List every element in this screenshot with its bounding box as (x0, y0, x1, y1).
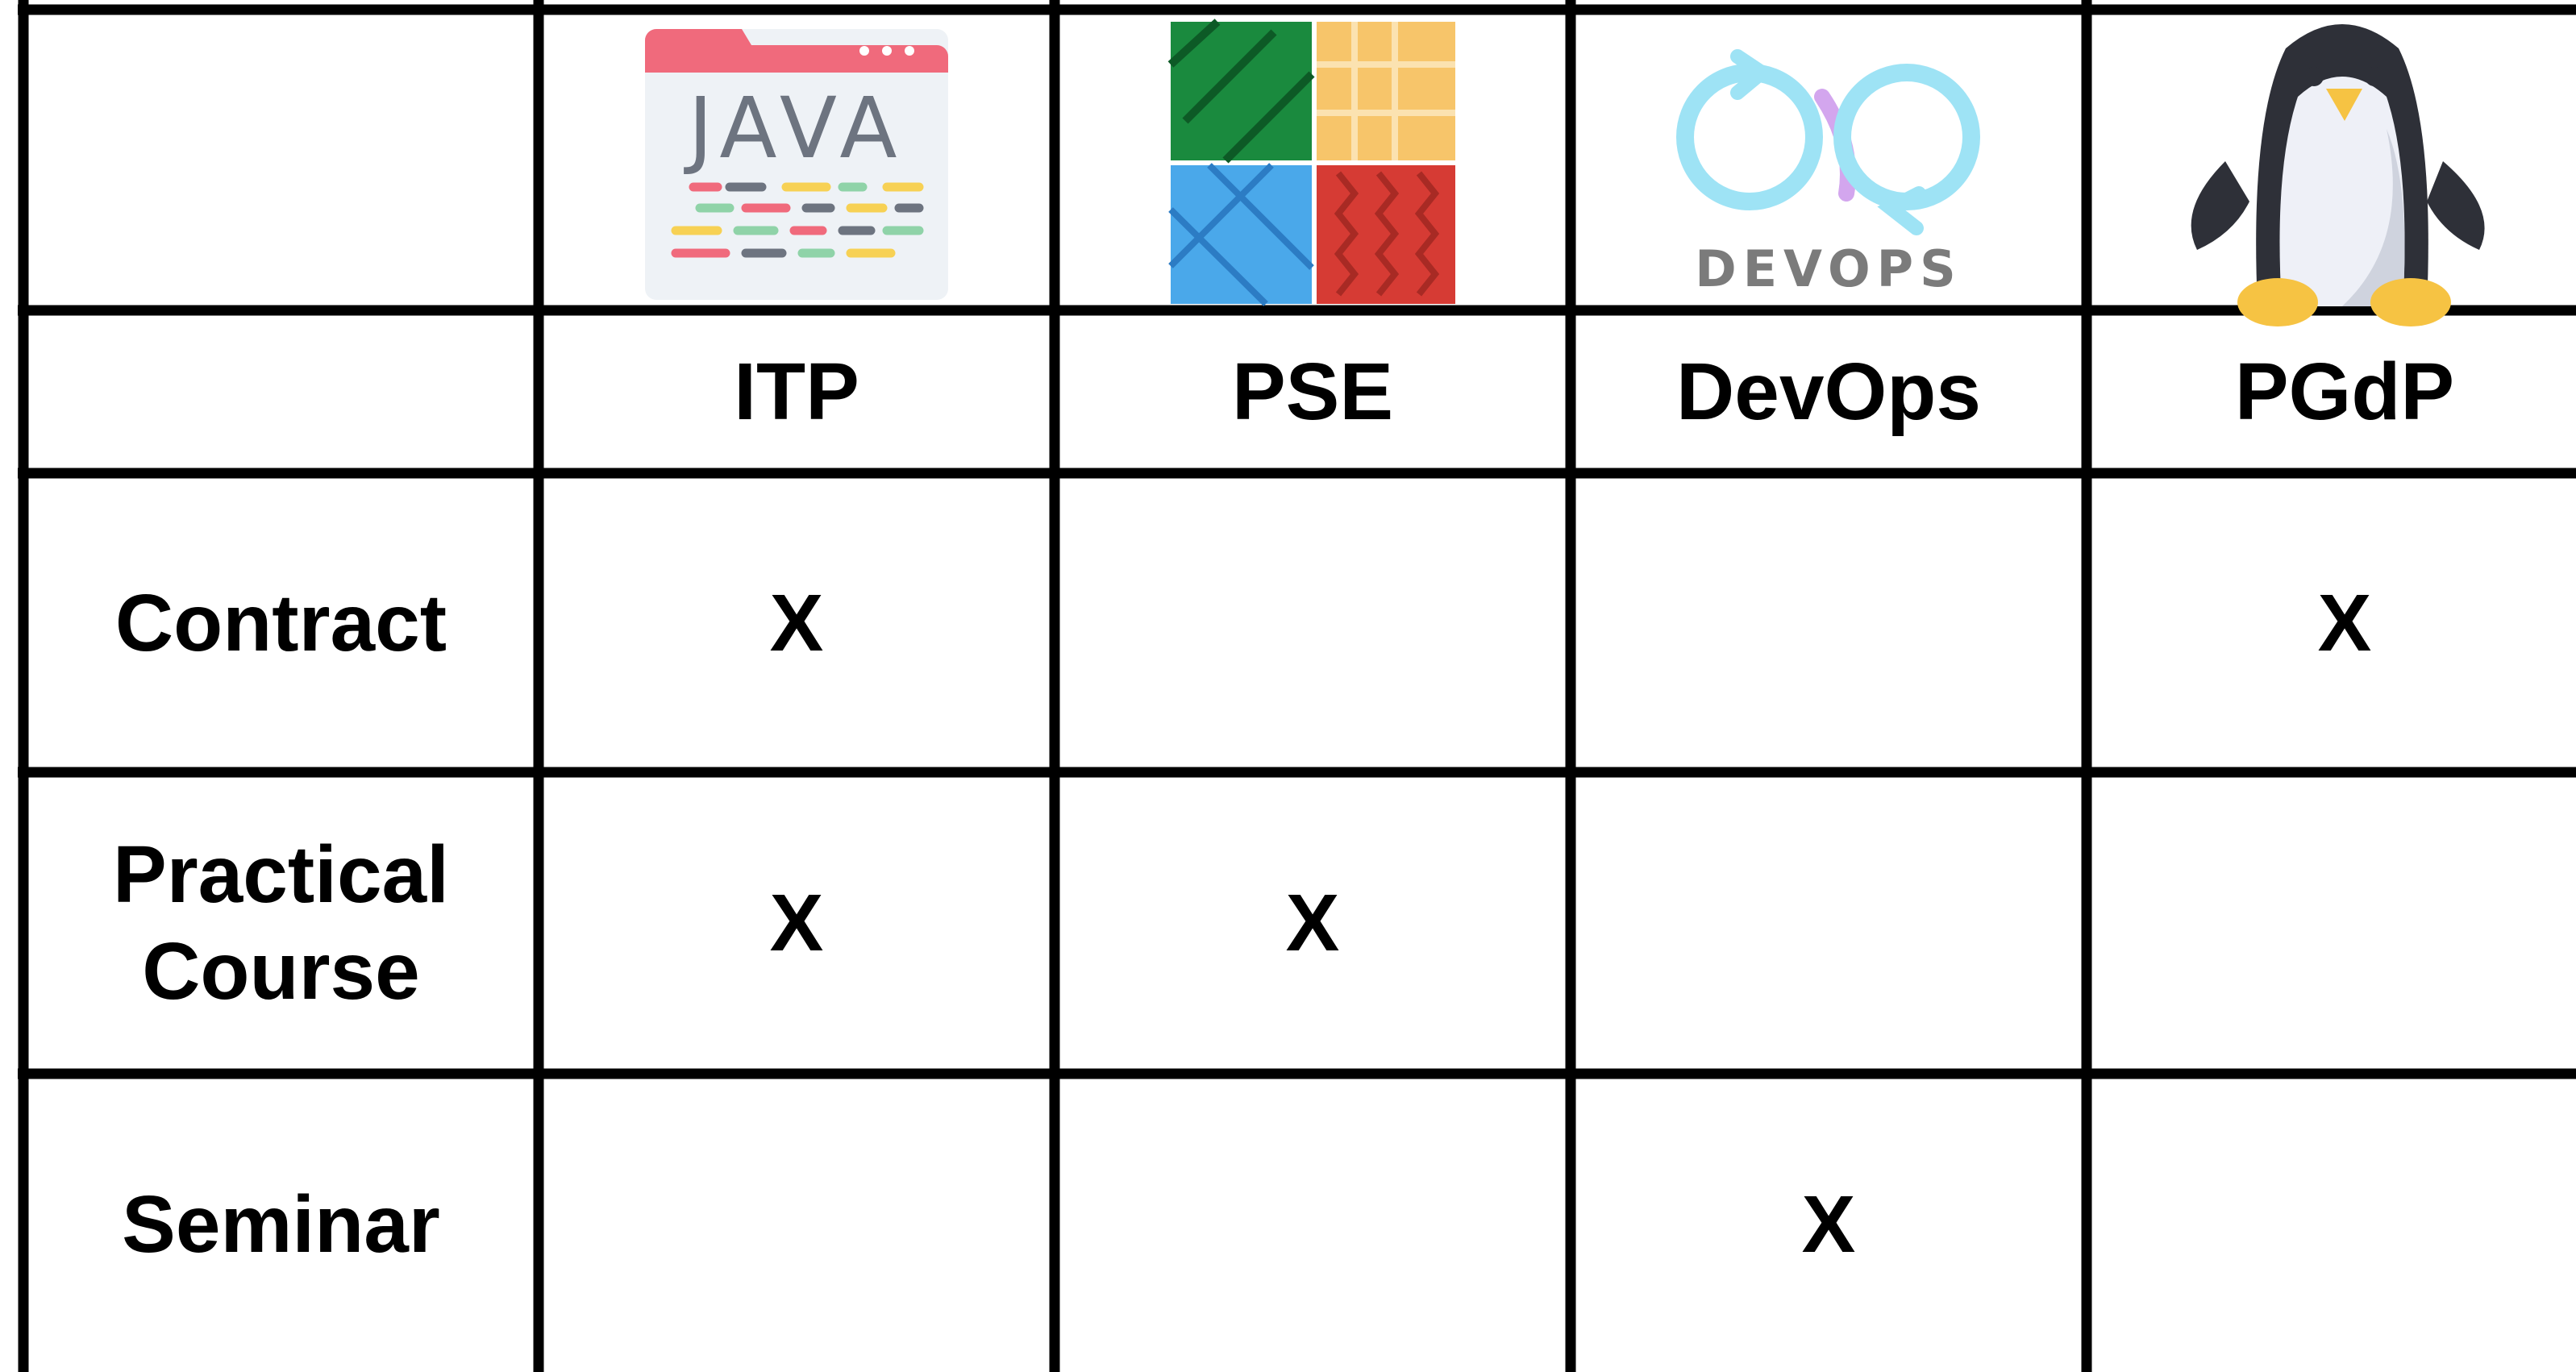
devops-icon: DEVOPS (1676, 49, 1980, 298)
column-header: PGdP (2234, 347, 2455, 437)
mark-cell: X (539, 772, 1055, 1074)
mark: X (2317, 577, 2372, 668)
column-header-cell: DevOps (1571, 310, 2087, 473)
row-label: Contract (114, 577, 447, 668)
row-label: Practical Course (113, 829, 449, 1017)
mark: X (1801, 1179, 1856, 1270)
mark: X (769, 577, 824, 668)
row-label-cell: Seminar (23, 1074, 539, 1372)
mark: X (769, 878, 824, 968)
mark-cell: X (539, 473, 1055, 772)
column-header-cell: PSE (1055, 310, 1571, 473)
svg-text:DEVOPS: DEVOPS (1695, 239, 1962, 298)
mark-cell: X (1055, 772, 1571, 1074)
penguin-icon (2191, 24, 2485, 326)
row-label-cell: Contract (23, 473, 539, 772)
column-header: DevOps (1676, 347, 1981, 437)
column-header-cell: ITP (539, 310, 1055, 473)
mark: X (1285, 878, 1340, 968)
row-label-cell: Practical Course (23, 772, 539, 1074)
pse-icon (1167, 19, 1455, 306)
svg-text:JAVA: JAVA (684, 79, 905, 177)
row-label: Seminar (122, 1179, 440, 1270)
column-header-cell: PGdP (2087, 310, 2576, 473)
java-icon: JAVA (645, 29, 948, 300)
mark-cell: X (2087, 473, 2576, 772)
grid-lines (18, 0, 2576, 1372)
column-header: ITP (734, 347, 859, 437)
mark-cell: X (1571, 1074, 2087, 1372)
column-header: PSE (1231, 347, 1394, 437)
